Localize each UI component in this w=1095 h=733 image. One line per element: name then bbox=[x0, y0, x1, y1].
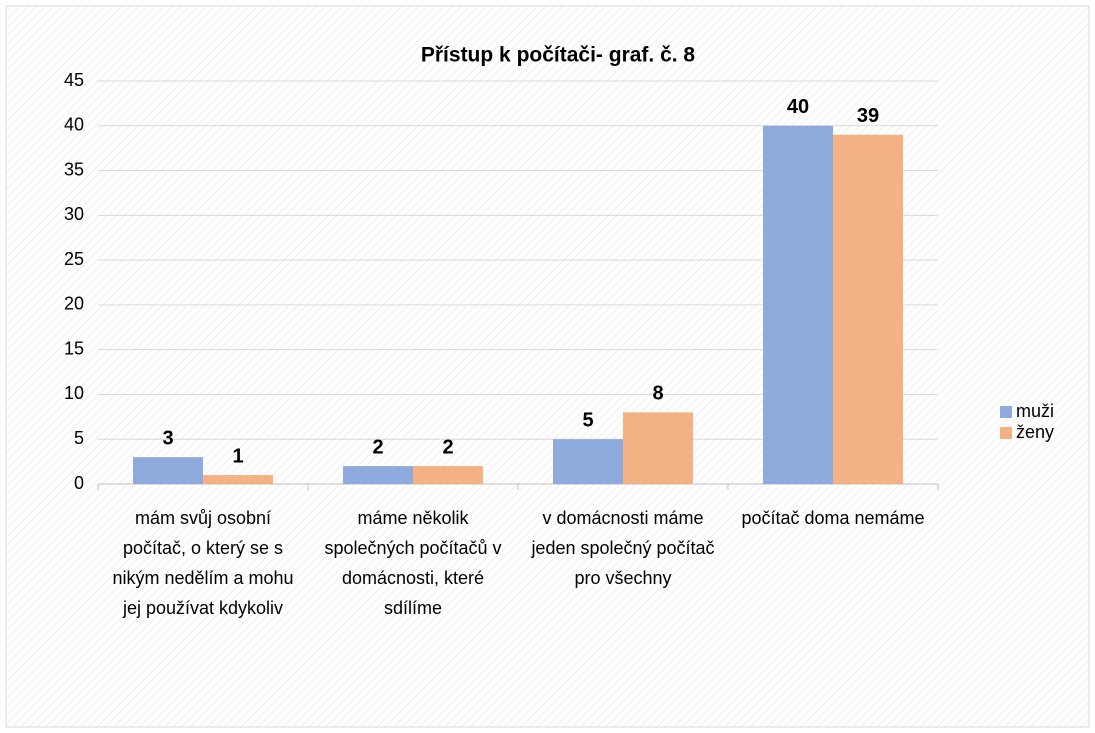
x-tick-label: mám svůj osobní počítač, o který se s ni… bbox=[112, 508, 294, 618]
y-tick-label: 25 bbox=[64, 249, 84, 269]
legend-swatch bbox=[1000, 406, 1012, 418]
data-label: 39 bbox=[857, 105, 879, 127]
x-tick-label: počítač doma nemáme bbox=[741, 508, 925, 528]
x-tick-label: máme několik společných počítačů v domác… bbox=[324, 508, 502, 618]
chart-title: Přístup k počítači- graf. č. 8 bbox=[421, 44, 696, 67]
y-tick-label: 15 bbox=[64, 338, 84, 358]
y-tick-label: 45 bbox=[64, 70, 84, 90]
bar bbox=[763, 125, 833, 485]
bar bbox=[343, 466, 413, 484]
bar bbox=[833, 134, 903, 484]
y-tick-label: 5 bbox=[74, 428, 84, 448]
data-label: 2 bbox=[372, 436, 383, 458]
y-tick-label: 10 bbox=[64, 383, 84, 403]
data-label: 5 bbox=[582, 410, 593, 432]
bar bbox=[203, 475, 273, 484]
data-label: 2 bbox=[442, 436, 453, 458]
bar bbox=[623, 412, 693, 484]
y-tick-label: 30 bbox=[64, 204, 84, 224]
bar bbox=[413, 466, 483, 484]
bar bbox=[133, 457, 203, 484]
data-label: 8 bbox=[652, 383, 663, 405]
legend-label: ženy bbox=[1016, 422, 1054, 442]
data-label: 1 bbox=[232, 445, 243, 467]
legend-swatch bbox=[1000, 427, 1012, 439]
data-label: 3 bbox=[162, 427, 173, 449]
bar bbox=[553, 439, 623, 484]
legend-label: muži bbox=[1016, 401, 1054, 421]
data-label: 40 bbox=[787, 96, 809, 118]
x-tick-label: v domácnosti máme jeden společný počítač… bbox=[531, 508, 715, 588]
y-tick-label: 0 bbox=[74, 473, 84, 493]
y-tick-label: 35 bbox=[64, 159, 84, 179]
y-tick-label: 20 bbox=[64, 294, 84, 314]
y-tick-label: 40 bbox=[64, 115, 84, 135]
